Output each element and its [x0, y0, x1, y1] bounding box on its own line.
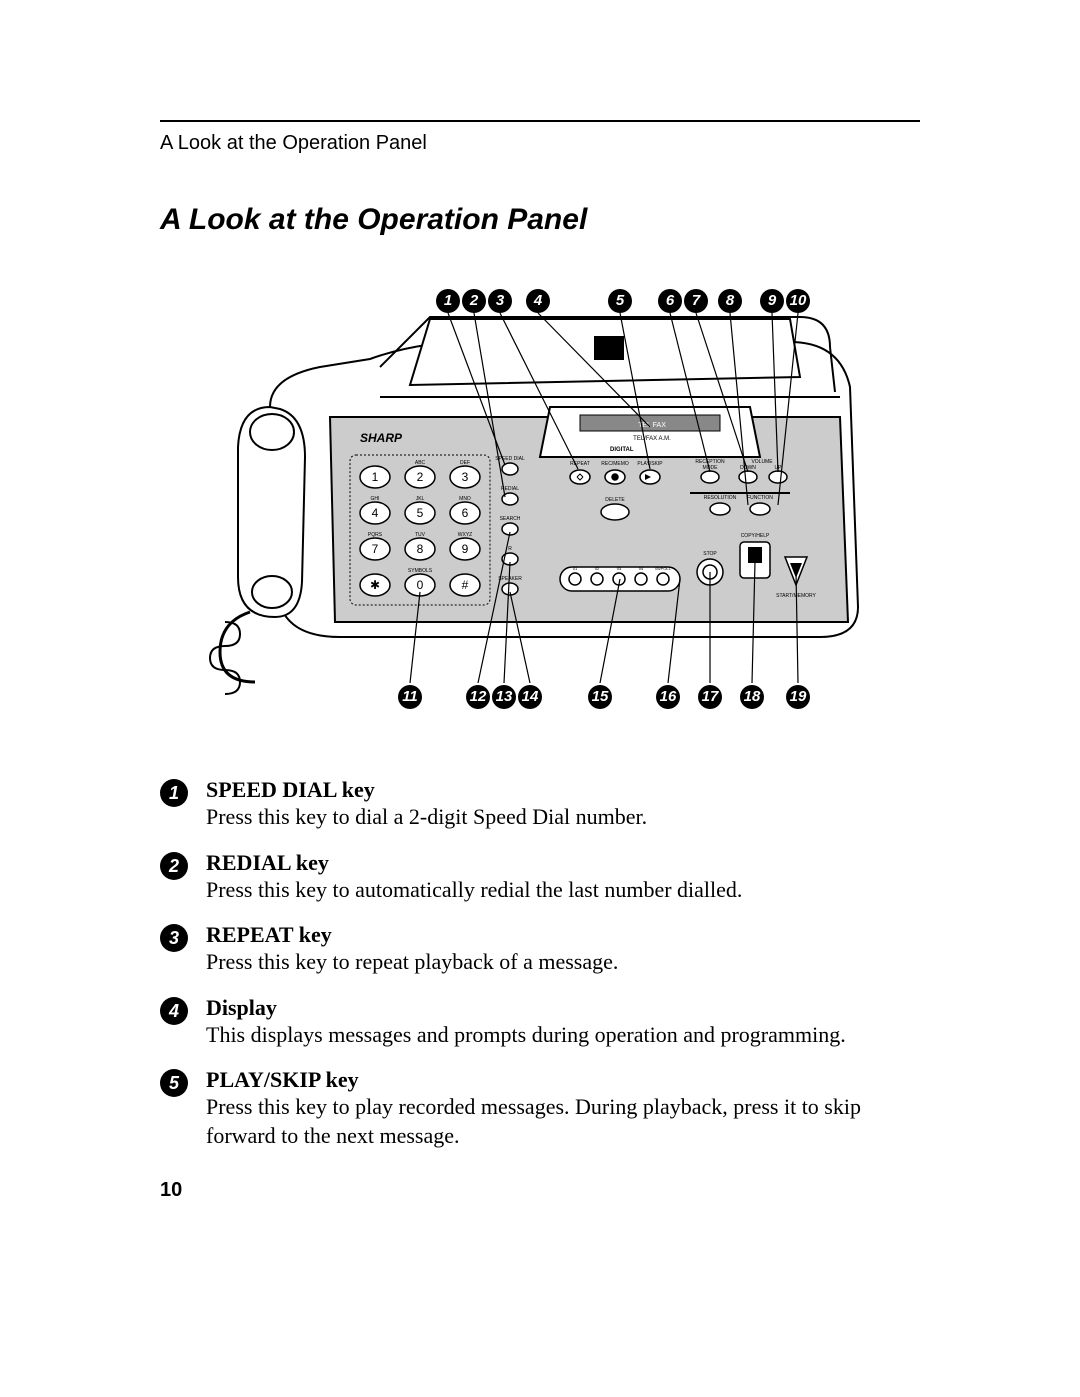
callout-2: 2 — [462, 289, 486, 313]
description-list: 1 SPEED DIAL keyPress this key to dial a … — [160, 777, 920, 1151]
svg-text:REC/MEMO: REC/MEMO — [601, 461, 629, 467]
callout-19: 19 — [786, 685, 810, 709]
svg-text:0: 0 — [417, 578, 424, 592]
svg-text:03: 03 — [617, 566, 622, 571]
desc-text: This displays messages and prompts durin… — [206, 1021, 920, 1050]
svg-text:RESOLUTION: RESOLUTION — [704, 495, 737, 501]
svg-text:COPY/HELP: COPY/HELP — [741, 533, 770, 539]
fax-illustration: SHARP TEL FAX TEL/FAX A.M. DIGITAL 12ABC… — [200, 277, 880, 717]
svg-text:FUNCTION: FUNCTION — [747, 495, 773, 501]
svg-text:✱: ✱ — [370, 578, 380, 592]
svg-text:MNO: MNO — [459, 496, 471, 502]
callout-17: 17 — [698, 685, 722, 709]
svg-text:DEF: DEF — [460, 460, 470, 466]
callout-1: 1 — [436, 289, 460, 313]
running-header: A Look at the Operation Panel — [160, 132, 920, 155]
svg-text:ABC: ABC — [415, 460, 426, 466]
svg-text:4: 4 — [372, 506, 379, 520]
callout-6: 6 — [658, 289, 682, 313]
desc-item-1: 1 SPEED DIAL keyPress this key to dial a … — [160, 777, 920, 832]
svg-text:SEARCH: SEARCH — [500, 516, 521, 522]
svg-text:3: 3 — [462, 470, 469, 484]
page-title: A Look at the Operation Panel — [160, 203, 920, 237]
svg-text:9: 9 — [462, 542, 469, 556]
svg-text:2: 2 — [417, 470, 424, 484]
svg-text:04: 04 — [639, 566, 644, 571]
desc-item-4: 4 DisplayThis displays messages and promp… — [160, 995, 920, 1050]
desc-title: Display — [206, 995, 920, 1021]
svg-text:TUV: TUV — [415, 532, 426, 538]
svg-text:SPEED DIAL: SPEED DIAL — [495, 456, 525, 462]
svg-text:MODE: MODE — [703, 465, 719, 471]
callout-14: 14 — [518, 685, 542, 709]
desc-text: Press this key to dial a 2-digit Speed D… — [206, 803, 920, 832]
svg-text:8: 8 — [417, 542, 424, 556]
bullet-1: 1 — [160, 779, 188, 807]
svg-text:WXYZ: WXYZ — [458, 532, 472, 538]
callout-7: 7 — [684, 289, 708, 313]
desc-item-2: 2 REDIAL keyPress this key to automatical… — [160, 850, 920, 905]
svg-text:5: 5 — [417, 506, 424, 520]
svg-text:SPEAKER: SPEAKER — [498, 576, 522, 582]
desc-text: Press this key to repeat playback of a m… — [206, 948, 920, 977]
header-rule — [160, 120, 920, 122]
svg-text:02: 02 — [595, 566, 600, 571]
callout-11: 11 — [398, 685, 422, 709]
desc-title: SPEED DIAL key — [206, 777, 920, 803]
svg-text:7: 7 — [372, 542, 379, 556]
bullet-4: 4 — [160, 997, 188, 1025]
desc-text: Press this key to play recorded messages… — [206, 1093, 920, 1150]
callout-18: 18 — [740, 685, 764, 709]
svg-text:DOWN: DOWN — [740, 465, 756, 471]
callout-9: 9 — [760, 289, 784, 313]
svg-text:GHI: GHI — [371, 496, 380, 502]
svg-text:R: R — [508, 546, 512, 552]
svg-text:JKL: JKL — [416, 496, 425, 502]
svg-text:01: 01 — [573, 566, 578, 571]
svg-text:DIGITAL: DIGITAL — [610, 447, 634, 453]
svg-text:SHARP: SHARP — [360, 431, 403, 445]
desc-title: REPEAT key — [206, 922, 920, 948]
bullet-5: 5 — [160, 1069, 188, 1097]
desc-item-5: 5 PLAY/SKIP keyPress this key to play rec… — [160, 1067, 920, 1150]
svg-text:1: 1 — [372, 470, 379, 484]
page-number: 10 — [160, 1179, 920, 1202]
callout-10: 10 — [786, 289, 810, 313]
svg-text:PLAY/SKIP: PLAY/SKIP — [637, 461, 663, 467]
callout-5: 5 — [608, 289, 632, 313]
callout-8: 8 — [718, 289, 742, 313]
svg-text:05/POLL: 05/POLL — [655, 566, 672, 571]
callout-3: 3 — [488, 289, 512, 313]
svg-text:TEL/FAX A.M.: TEL/FAX A.M. — [633, 436, 671, 442]
callout-13: 13 — [492, 685, 516, 709]
callout-16: 16 — [656, 685, 680, 709]
svg-text:STOP: STOP — [703, 551, 717, 557]
svg-text:PQRS: PQRS — [368, 532, 383, 538]
svg-text:REPEAT: REPEAT — [570, 461, 590, 467]
callout-12: 12 — [466, 685, 490, 709]
svg-text:DELETE: DELETE — [605, 497, 625, 503]
desc-title: REDIAL key — [206, 850, 920, 876]
svg-text:#: # — [462, 578, 469, 592]
svg-text:SYMBOLS: SYMBOLS — [408, 568, 433, 574]
desc-text: Press this key to automatically redial t… — [206, 876, 920, 905]
desc-title: PLAY/SKIP key — [206, 1067, 920, 1093]
bullet-2: 2 — [160, 852, 188, 880]
svg-text:6: 6 — [462, 506, 469, 520]
callout-15: 15 — [588, 685, 612, 709]
desc-item-3: 3 REPEAT keyPress this key to repeat play… — [160, 922, 920, 977]
callout-4: 4 — [526, 289, 550, 313]
bullet-3: 3 — [160, 924, 188, 952]
panel-diagram: 12345678910 111213141516171819 — [200, 277, 880, 717]
